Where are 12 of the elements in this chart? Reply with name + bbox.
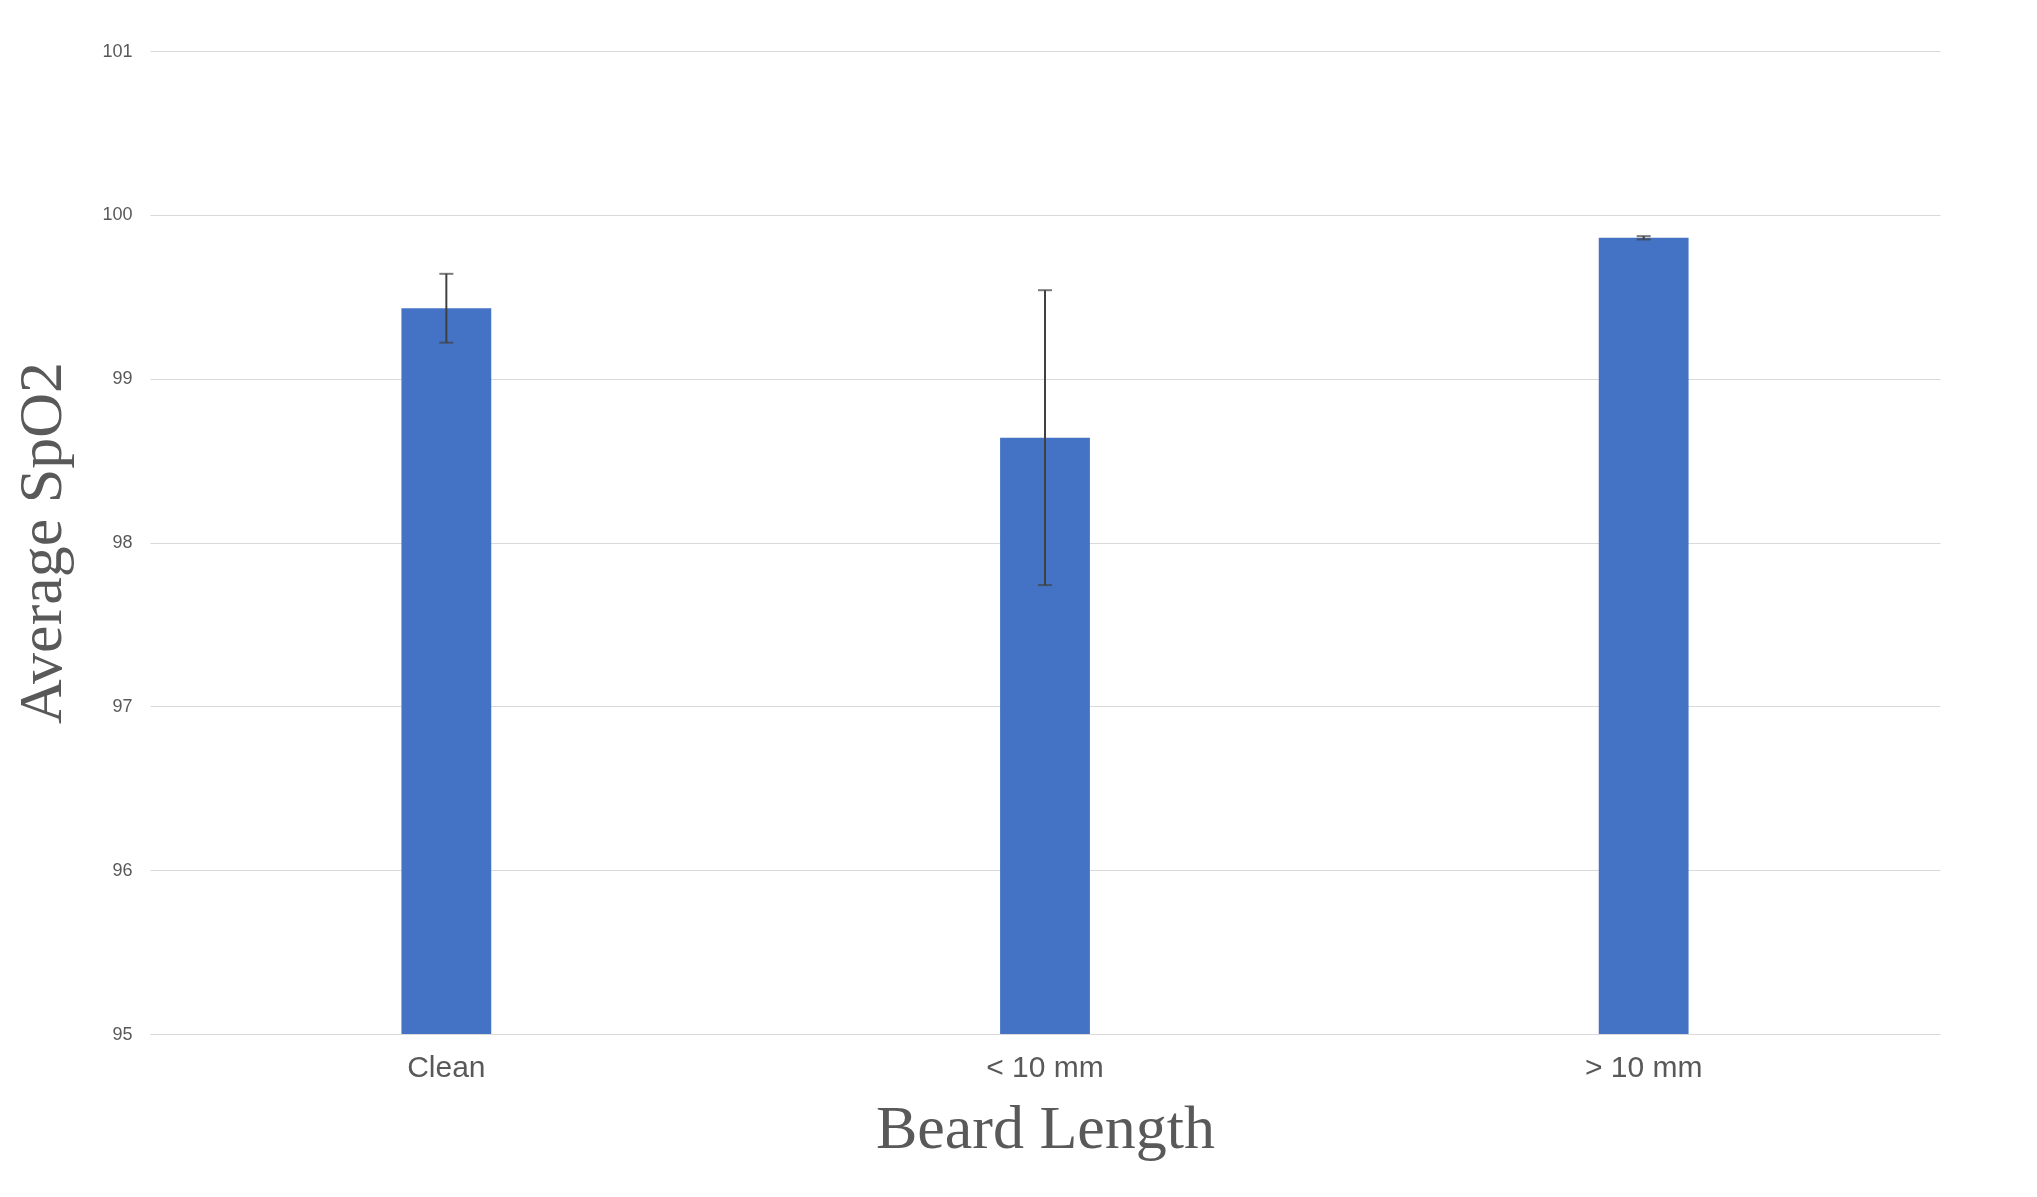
x-tick-label: < 10 mm [986, 1049, 1104, 1083]
x-axis-title: Beard Length [875, 1092, 1216, 1161]
y-tick-label: 97 [112, 695, 133, 716]
y-tick-label: 95 [112, 1023, 133, 1044]
y-axis-title: Average SpO2 [6, 361, 75, 725]
y-tick-label: 99 [112, 368, 133, 389]
y-tick-label: 100 [102, 204, 133, 225]
y-tick-label: 98 [112, 532, 133, 552]
x-tick-label: > 10 mm [1584, 1049, 1703, 1083]
y-tick-label: 101 [102, 40, 133, 61]
x-tick-label: Clean [407, 1049, 486, 1083]
y-tick-label: 96 [112, 859, 133, 880]
